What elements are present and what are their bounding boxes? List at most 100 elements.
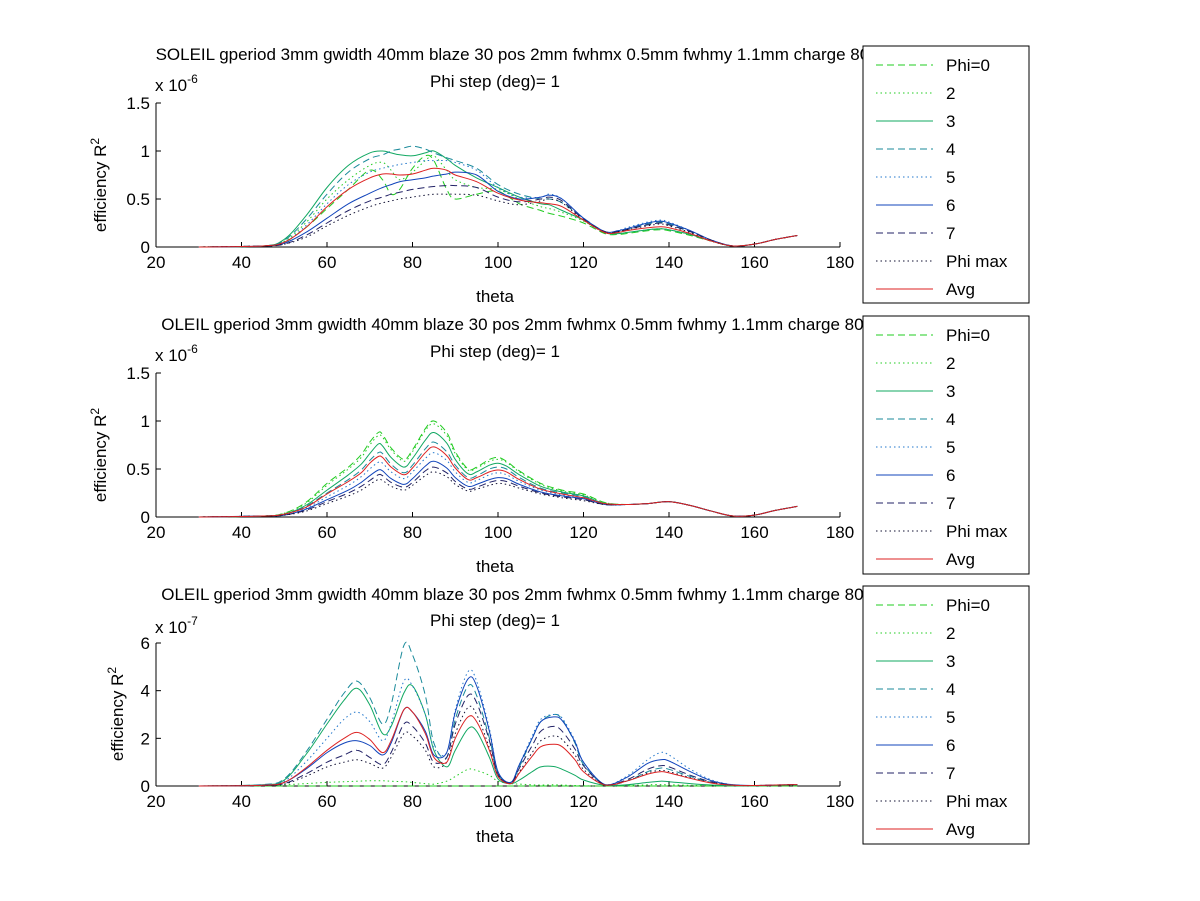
plot-background bbox=[156, 643, 840, 786]
y-multiplier-exp-1: -6 bbox=[187, 72, 198, 86]
legend-2: Phi=0 2 3 4 5 6 7 Phi max Avg bbox=[862, 315, 1030, 575]
legend-box bbox=[862, 315, 1030, 575]
legend-label: 4 bbox=[946, 410, 955, 429]
plot-background bbox=[156, 373, 840, 517]
x-tick-label: 20 bbox=[147, 523, 166, 542]
y-axis-label-sup-2: 2 bbox=[88, 408, 102, 415]
y-axis-label-text-1: efficiency R bbox=[91, 145, 110, 233]
legend-3: Phi=0 2 3 4 5 6 7 Phi max Avg bbox=[862, 585, 1030, 845]
x-tick-label: 160 bbox=[740, 523, 768, 542]
plot-area-3: 20 40 60 80 100 120 140 160 180 0 2 4 6 bbox=[141, 634, 855, 811]
y-tick-label: 0 bbox=[141, 777, 150, 796]
y-axis-label-3: efficiency R2 bbox=[105, 667, 127, 762]
legend-label: 2 bbox=[946, 84, 955, 103]
plot-title-1: SOLEIL gperiod 3mm gwidth 40mm blaze 30 … bbox=[156, 45, 935, 64]
subplot-3: OLEIL gperiod 3mm gwidth 40mm blaze 30 p… bbox=[105, 585, 1030, 846]
plot-subtitle-2: Phi step (deg)= 1 bbox=[430, 342, 560, 361]
x-tick-label: 140 bbox=[655, 792, 683, 811]
legend-label: 2 bbox=[946, 354, 955, 373]
y-multiplier-exp-2: -6 bbox=[187, 342, 198, 356]
y-tick-label: 1.5 bbox=[126, 94, 150, 113]
legend-label: 2 bbox=[946, 624, 955, 643]
x-tick-label: 120 bbox=[569, 253, 597, 272]
legend-label: 3 bbox=[946, 382, 955, 401]
series-line-7 bbox=[198, 693, 798, 787]
legend-label: 3 bbox=[946, 652, 955, 671]
legend-label: 5 bbox=[946, 168, 955, 187]
x-tick-label: 80 bbox=[403, 253, 422, 272]
x-axis-label-3: theta bbox=[476, 827, 514, 846]
legend-label: Phi max bbox=[946, 522, 1008, 541]
y-axis-label-sup-3: 2 bbox=[105, 667, 119, 674]
series-line-3 bbox=[198, 150, 798, 248]
x-tick-label: 40 bbox=[232, 253, 251, 272]
legend-1: Phi=0 2 3 4 5 6 7 Phi max Avg bbox=[862, 45, 1030, 304]
legend-label: 4 bbox=[946, 680, 955, 699]
legend-label: 4 bbox=[946, 140, 955, 159]
plot-area-2: 20 40 60 80 100 120 140 160 180 0 0.5 1 1.5 bbox=[126, 364, 854, 542]
y-tick-label: 2 bbox=[141, 729, 150, 748]
y-tick-label: 0.5 bbox=[126, 190, 150, 209]
series-line-9 bbox=[198, 706, 798, 787]
y-tick-label: 0 bbox=[141, 238, 150, 257]
y-tick-label: 6 bbox=[141, 634, 150, 653]
legend-label: 3 bbox=[946, 112, 955, 131]
x-tick-label: 180 bbox=[826, 792, 854, 811]
y-multiplier-exp-3: -7 bbox=[187, 614, 198, 628]
plot-title-3: OLEIL gperiod 3mm gwidth 40mm blaze 30 p… bbox=[161, 585, 929, 604]
x-tick-label: 100 bbox=[484, 523, 512, 542]
y-tick-label: 1 bbox=[141, 142, 150, 161]
y-tick-label: 0 bbox=[141, 508, 150, 527]
plot-area-1: 20 40 60 80 100 120 140 160 180 0 0.5 1 1.5 bbox=[126, 94, 854, 272]
x-tick-label: 60 bbox=[318, 792, 337, 811]
series-line-7 bbox=[198, 466, 798, 518]
x-tick-label: 180 bbox=[826, 523, 854, 542]
x-tick-label: 80 bbox=[403, 523, 422, 542]
y-multiplier-base-1: x 10 bbox=[155, 76, 187, 95]
subplot-2: OLEIL gperiod 3mm gwidth 40mm blaze 30 p… bbox=[88, 315, 1030, 576]
plot-subtitle-3: Phi step (deg)= 1 bbox=[430, 611, 560, 630]
legend-label: Phi=0 bbox=[946, 596, 990, 615]
y-axis-label-text-3: efficiency R bbox=[108, 674, 127, 762]
x-tick-label: 120 bbox=[569, 792, 597, 811]
plot-subtitle-1: Phi step (deg)= 1 bbox=[430, 72, 560, 91]
x-tick-label: 180 bbox=[826, 253, 854, 272]
x-tick-label: 160 bbox=[740, 253, 768, 272]
series-line-9 bbox=[198, 167, 798, 248]
x-tick-label: 60 bbox=[318, 523, 337, 542]
legend-label: 6 bbox=[946, 196, 955, 215]
y-axis-label-text-2: efficiency R bbox=[91, 415, 110, 503]
series-line-3 bbox=[198, 684, 798, 787]
y-tick-label: 1 bbox=[141, 412, 150, 431]
x-tick-label: 40 bbox=[232, 792, 251, 811]
series-line-2 bbox=[198, 768, 798, 787]
x-axis-label-2: theta bbox=[476, 557, 514, 576]
y-multiplier-base-3: x 10 bbox=[155, 618, 187, 637]
x-tick-label: 140 bbox=[655, 523, 683, 542]
y-axis-label-sup-1: 2 bbox=[88, 138, 102, 145]
series-line-9 bbox=[198, 446, 798, 518]
x-tick-label: 140 bbox=[655, 253, 683, 272]
y-axis-label-2: efficiency R2 bbox=[88, 408, 110, 503]
legend-label: Avg bbox=[946, 550, 975, 569]
x-tick-label: 80 bbox=[403, 792, 422, 811]
legend-label: 6 bbox=[946, 736, 955, 755]
subplot-1: SOLEIL gperiod 3mm gwidth 40mm blaze 30 … bbox=[88, 45, 1030, 306]
x-tick-label: 20 bbox=[147, 253, 166, 272]
legend-label: 6 bbox=[946, 466, 955, 485]
plot-title-2: OLEIL gperiod 3mm gwidth 40mm blaze 30 p… bbox=[161, 315, 929, 334]
y-tick-label: 1.5 bbox=[126, 364, 150, 383]
legend-label: Avg bbox=[946, 820, 975, 839]
series-line-6 bbox=[198, 676, 798, 787]
series-line-6 bbox=[198, 171, 798, 248]
plot-background bbox=[156, 103, 840, 247]
y-multiplier-3: x 10-7 bbox=[155, 614, 198, 637]
y-multiplier-base-2: x 10 bbox=[155, 346, 187, 365]
x-tick-label: 60 bbox=[318, 253, 337, 272]
legend-label: 7 bbox=[946, 224, 955, 243]
y-axis-label-1: efficiency R2 bbox=[88, 138, 110, 233]
y-multiplier-1: x 10-6 bbox=[155, 72, 198, 95]
legend-label: Phi=0 bbox=[946, 326, 990, 345]
x-axis-label-1: theta bbox=[476, 287, 514, 306]
